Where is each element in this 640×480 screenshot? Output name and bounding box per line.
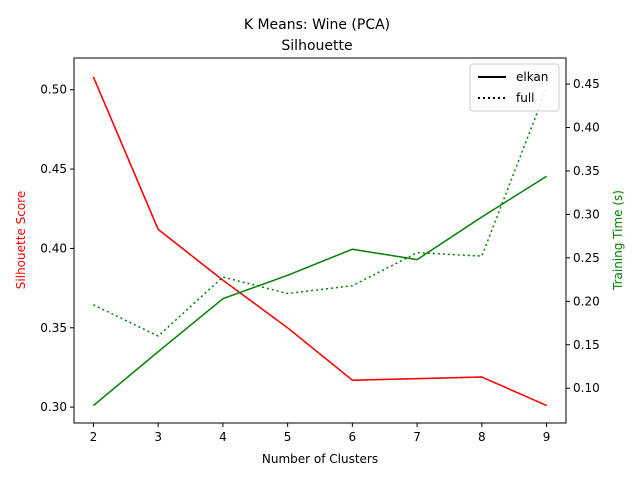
x-tick-label: 2 (90, 430, 98, 444)
chart-subtitle: Silhouette (281, 38, 352, 54)
x-tick-label: 7 (413, 430, 421, 444)
legend-box (469, 63, 560, 112)
y-right-tick-label: 0.30 (573, 207, 600, 221)
x-tick-label: 5 (284, 430, 292, 444)
plot-frame (73, 57, 567, 424)
x-tick-label: 8 (478, 430, 486, 444)
y-right-tick-label: 0.25 (573, 251, 600, 265)
series-left-full-line (92, 76, 547, 407)
y-left-tick-label: 0.50 (40, 83, 67, 97)
x-tick-label: 9 (543, 430, 551, 444)
x-tick-label: 6 (349, 430, 357, 444)
ticks-layer: 2 3 4 5 6 7 8 9 0.30 0.35 0.40 0.45 0.50 0.10 0.15 0.20… (40, 77, 599, 444)
y-right-tick-label: 0.20 (573, 294, 600, 308)
y-left-tick-label: 0.40 (40, 241, 67, 255)
chart-title: K Means: Wine (PCA) (244, 17, 390, 33)
y-right-tick-label: 0.35 (573, 164, 600, 178)
legend-elkan-label: elkan (516, 70, 548, 84)
series-right-full-line (93, 88, 548, 337)
y-axis-right-label: Training Time (s) (611, 190, 625, 291)
y-axis-left-label: Silhouette Score (14, 191, 28, 289)
y-left-tick-label: 0.45 (40, 162, 67, 176)
series-layer (92, 76, 548, 407)
legend: elkan full (469, 63, 560, 112)
series-right-elkan-line (92, 175, 547, 407)
y-right-tick-label: 0.10 (573, 381, 600, 395)
x-tick-label: 3 (154, 430, 162, 444)
y-right-tick-label: 0.40 (573, 121, 600, 135)
y-left-tick-label: 0.30 (40, 400, 67, 414)
series-left-elkan-line (92, 76, 547, 407)
y-left-tick-label: 0.35 (40, 321, 67, 335)
y-right-tick-label: 0.45 (573, 77, 600, 91)
legend-full-label: full (516, 91, 535, 105)
y-right-tick-label: 0.15 (573, 338, 600, 352)
x-tick-label: 4 (219, 430, 227, 444)
x-axis-label: Number of Clusters (262, 452, 378, 466)
